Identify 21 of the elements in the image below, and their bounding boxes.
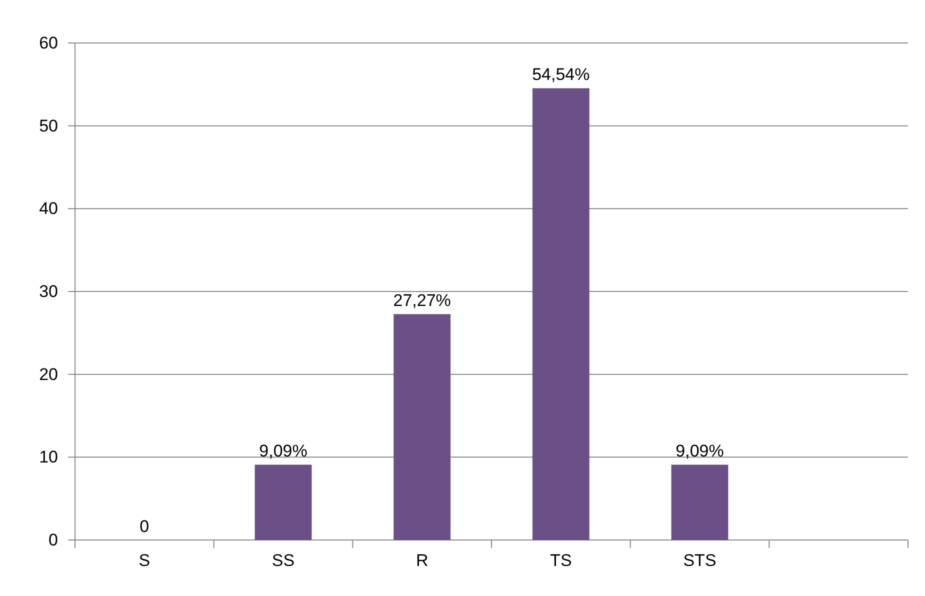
y-tick-label: 0 [48, 530, 58, 550]
y-tick-label: 10 [39, 448, 58, 467]
y-tick-label: 60 [39, 33, 58, 52]
data-label: 27,27% [393, 291, 451, 310]
data-label: 0 [140, 517, 150, 536]
x-tick-label: STS [683, 551, 716, 570]
x-tick-label: TS [550, 551, 572, 570]
x-tick-label: S [138, 551, 150, 570]
y-tick-label: 20 [39, 364, 58, 384]
y-tick-label: 40 [39, 199, 58, 218]
x-tick-label: R [416, 551, 428, 570]
bar [254, 464, 312, 540]
y-tick-label: 50 [39, 116, 58, 136]
bar [394, 314, 451, 540]
data-label: 54,54% [532, 65, 590, 84]
x-tick-label: SS [272, 551, 295, 570]
y-tick-label: 30 [39, 282, 58, 301]
bar [532, 88, 590, 540]
data-label: 9,09% [676, 442, 724, 461]
bar [671, 464, 728, 540]
data-label: 9,09% [259, 442, 308, 461]
